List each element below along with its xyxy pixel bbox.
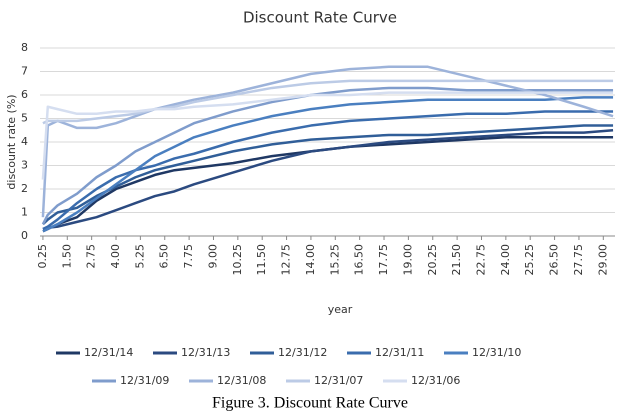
legend-label: 12/31/14 (84, 346, 133, 359)
x-tick-label: 2.75 (85, 244, 98, 269)
x-tick-label: 9.00 (206, 244, 219, 269)
x-tick-label: 24.00 (499, 244, 512, 276)
x-tick-label: 26.50 (548, 244, 561, 276)
y-tick-label: 2 (21, 182, 28, 195)
series-line (42, 129, 614, 231)
x-tick-label: 14.00 (304, 244, 317, 276)
x-tick-label: 21.50 (450, 244, 463, 276)
x-tick-label: 11.50 (255, 244, 268, 276)
x-tick-label: 16.50 (353, 244, 366, 276)
x-tick-label: 19.00 (401, 244, 414, 276)
x-tick-label: 17.75 (377, 244, 390, 276)
x-tick-label: 12.75 (280, 244, 293, 276)
series-line (42, 110, 614, 231)
x-axis-label: year (328, 303, 353, 316)
x-tick-label: 25.25 (523, 244, 536, 276)
y-tick-label: 3 (21, 159, 28, 172)
legend-label: 12/31/09 (120, 374, 169, 387)
x-tick-label: 22.75 (474, 244, 487, 276)
x-tick-label: 15.25 (328, 244, 341, 276)
x-tick-label: 29.00 (596, 244, 609, 276)
legend-label: 12/31/13 (181, 346, 230, 359)
series-line (42, 136, 614, 233)
y-axis-label: discount rate (%) (5, 94, 18, 189)
series-line (41, 86, 614, 225)
series-line (42, 124, 614, 226)
x-tick-label: 7.75 (182, 244, 195, 269)
figure-caption: Figure 3. Discount Rate Curve (212, 395, 408, 412)
series-line (42, 79, 614, 125)
x-tick-label: 5.25 (133, 244, 146, 269)
chart-title: Discount Rate Curve (243, 9, 397, 27)
y-tick-label: 1 (21, 206, 28, 219)
series-line (42, 96, 614, 233)
legend-label: 12/31/12 (278, 346, 327, 359)
legend-label: 12/31/06 (411, 374, 460, 387)
x-tick-label: 27.75 (572, 244, 585, 276)
x-tick-label: 0.25 (36, 244, 49, 269)
y-tick-label: 0 (21, 229, 28, 242)
series-line (41, 91, 614, 180)
x-tick-label: 4.00 (109, 244, 122, 269)
y-tick-label: 8 (21, 41, 28, 54)
y-tick-label: 6 (21, 88, 28, 101)
y-tick-label: 4 (21, 135, 28, 148)
legend-label: 12/31/10 (472, 346, 521, 359)
series-line (41, 65, 614, 218)
x-tick-label: 10.25 (231, 244, 244, 276)
y-tick-label: 5 (21, 112, 28, 125)
y-tick-label: 7 (21, 65, 28, 78)
legend-label: 12/31/11 (375, 346, 424, 359)
x-tick-label: 20.25 (426, 244, 439, 276)
legend-label: 12/31/07 (314, 374, 363, 387)
x-tick-label: 6.50 (158, 244, 171, 269)
x-tick-label: 1.50 (60, 244, 73, 269)
legend-label: 12/31/08 (217, 374, 266, 387)
